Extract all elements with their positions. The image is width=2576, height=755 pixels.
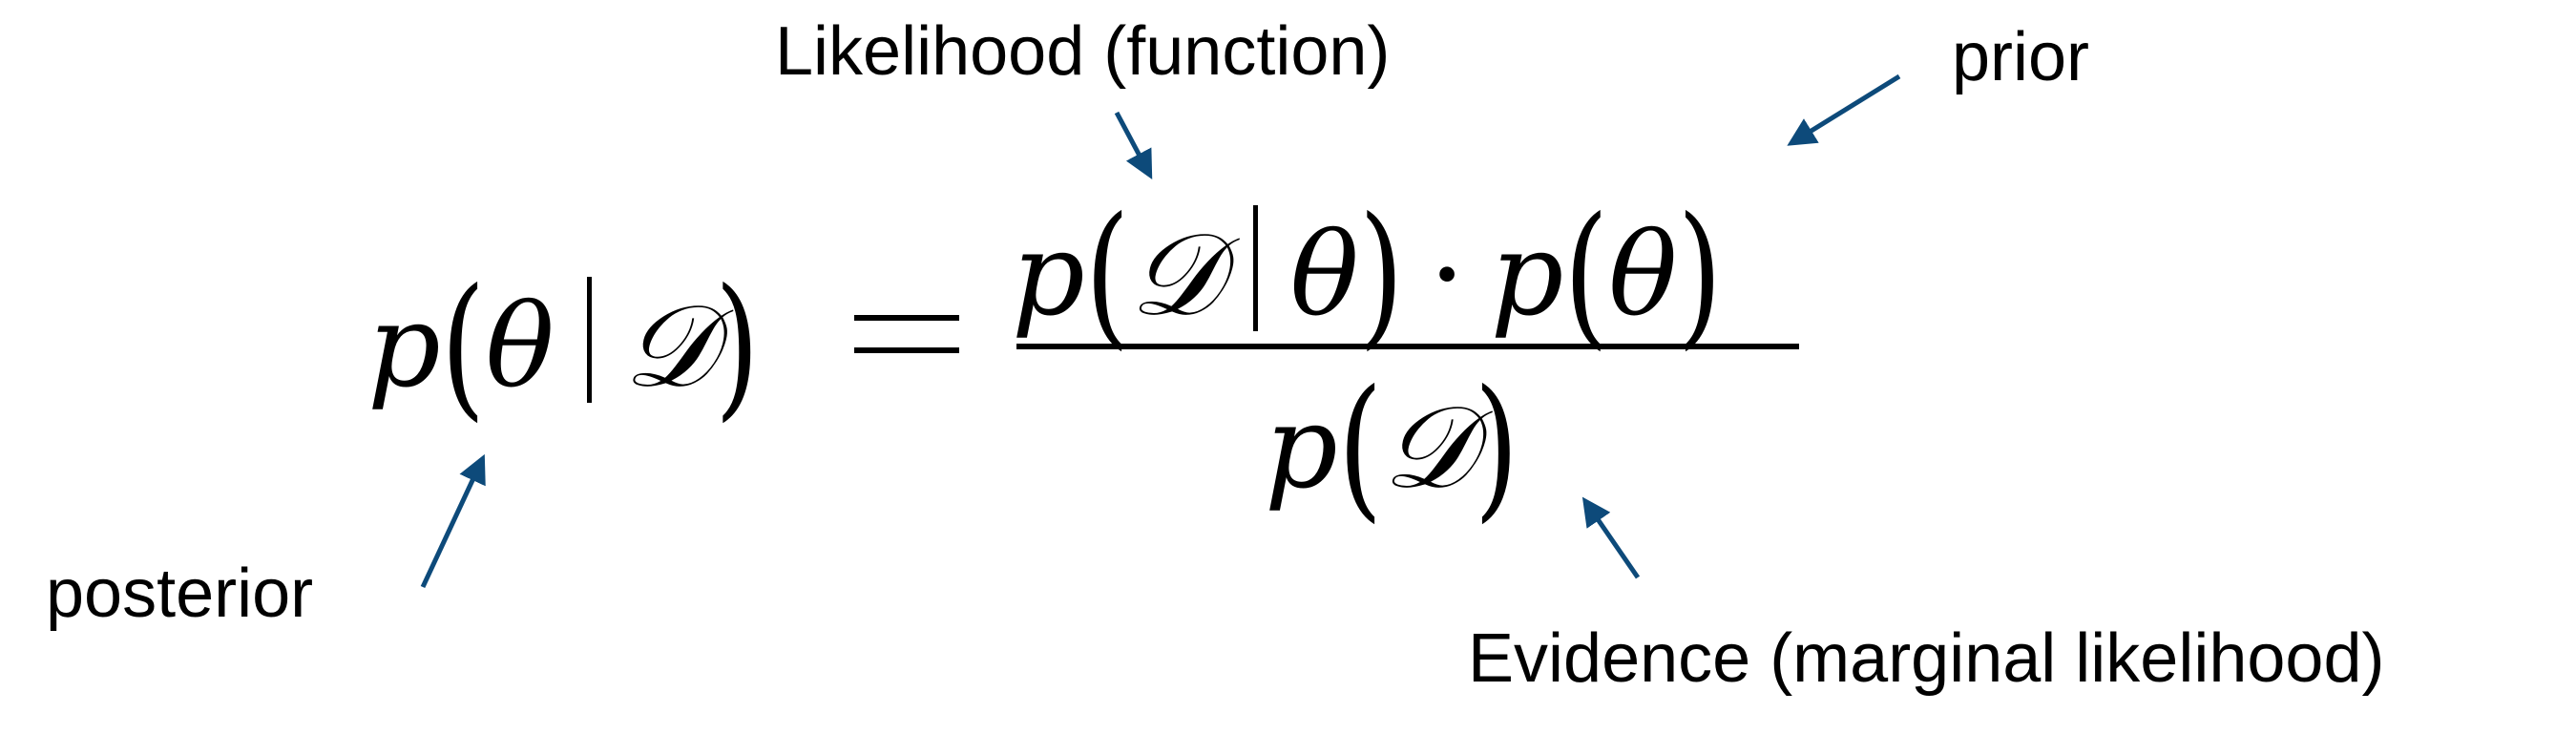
posterior-label: posterior — [46, 556, 314, 632]
posterior-arrow — [420, 453, 486, 589]
num-conditional-bar — [1253, 205, 1259, 331]
num-theta2: θ — [1608, 209, 1678, 342]
posterior-expression: p(θ 𝒟) — [367, 269, 760, 424]
den-D: 𝒟 — [1382, 385, 1475, 512]
den-close-paren: ) — [1474, 358, 1519, 538]
num-p2: p — [1490, 209, 1564, 342]
lhs-p: p — [367, 281, 441, 413]
equals-top-line — [854, 315, 959, 321]
num-close-paren-2: ) — [1677, 185, 1723, 366]
lhs-D: 𝒟 — [623, 283, 715, 410]
evidence-arrow — [1581, 496, 1641, 579]
equals-bottom-line — [854, 347, 959, 353]
likelihood-arrow — [1114, 111, 1153, 179]
equals-sign — [854, 305, 959, 363]
den-open-paren: ( — [1337, 358, 1383, 538]
lhs-close-paren: ) — [714, 257, 760, 437]
num-dot: · — [1429, 209, 1466, 342]
prior-label: prior — [1952, 19, 2090, 95]
likelihood-label: Likelihood (function) — [775, 13, 1391, 90]
lhs-open-paren: ( — [440, 257, 486, 437]
num-p1: p — [1012, 209, 1085, 342]
num-open-paren-1: ( — [1084, 185, 1130, 366]
fraction-line — [1016, 344, 1799, 349]
num-close-paren-1: ) — [1358, 185, 1404, 366]
numerator-expression: p(𝒟 θ) · p(θ) — [1012, 198, 1722, 352]
den-p: p — [1265, 382, 1338, 514]
lhs-conditional-bar — [586, 277, 592, 403]
denominator-expression: p(𝒟) — [1265, 370, 1518, 525]
num-D: 𝒟 — [1129, 212, 1222, 339]
num-theta1: θ — [1289, 209, 1359, 342]
num-open-paren-2: ( — [1563, 185, 1609, 366]
lhs-theta: θ — [485, 281, 555, 413]
prior-arrow — [1787, 73, 1901, 146]
evidence-label: Evidence (marginal likelihood) — [1468, 620, 2385, 697]
